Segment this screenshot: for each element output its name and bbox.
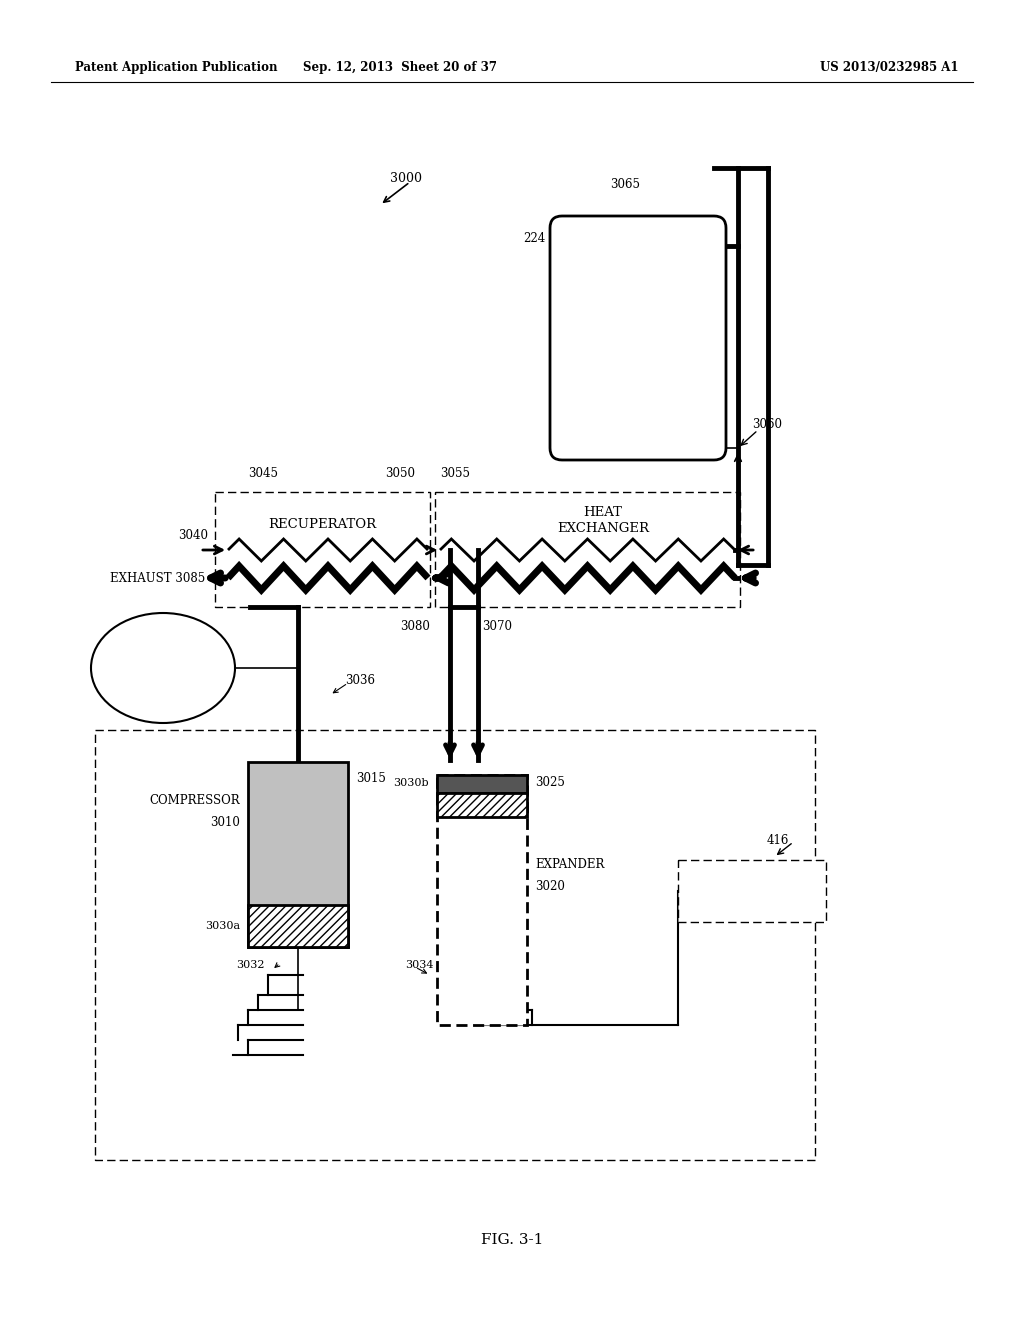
Bar — [215, 492, 430, 607]
Bar — [437, 775, 527, 1026]
Text: 3005: 3005 — [148, 681, 177, 690]
Text: 3036: 3036 — [345, 673, 375, 686]
Ellipse shape — [91, 612, 234, 723]
Text: 3080: 3080 — [400, 620, 430, 634]
Text: 3020: 3020 — [535, 880, 565, 894]
Text: Patent Application Publication: Patent Application Publication — [75, 62, 278, 74]
Text: 3050: 3050 — [385, 467, 415, 480]
Text: 3060: 3060 — [752, 418, 782, 432]
Text: FIG. 3-1: FIG. 3-1 — [481, 1233, 543, 1247]
Text: 416: 416 — [767, 833, 790, 846]
Text: GENERATOR: GENERATOR — [710, 884, 795, 898]
Text: Sep. 12, 2013  Sheet 20 of 37: Sep. 12, 2013 Sheet 20 of 37 — [303, 62, 497, 74]
Text: 3045: 3045 — [248, 467, 278, 480]
Text: AIR-FUEL: AIR-FUEL — [134, 647, 191, 657]
Text: MIXTURE: MIXTURE — [134, 664, 191, 675]
Bar — [437, 793, 527, 817]
Bar — [435, 492, 740, 607]
Text: 3040: 3040 — [178, 529, 208, 543]
Text: 224: 224 — [522, 231, 545, 244]
Text: 3032: 3032 — [237, 960, 265, 970]
Text: RECUPERATOR: RECUPERATOR — [268, 517, 377, 531]
Bar — [678, 861, 826, 921]
Text: 3034: 3034 — [406, 960, 433, 970]
Bar — [95, 730, 815, 1160]
FancyBboxPatch shape — [550, 216, 726, 459]
Text: 3015: 3015 — [356, 772, 386, 785]
Text: OXIDIZER: OXIDIZER — [598, 331, 678, 345]
Text: 3070: 3070 — [482, 620, 512, 634]
Text: HEAT
EXCHANGER: HEAT EXCHANGER — [557, 506, 649, 535]
Text: 3030a: 3030a — [205, 921, 240, 931]
Text: 3025: 3025 — [535, 776, 565, 789]
Bar — [248, 906, 348, 946]
Text: 3055: 3055 — [440, 467, 470, 480]
Text: US 2013/0232985 A1: US 2013/0232985 A1 — [820, 62, 958, 74]
Bar — [437, 775, 527, 793]
Text: EXHAUST 3085: EXHAUST 3085 — [110, 572, 205, 585]
Text: EXPANDER: EXPANDER — [535, 858, 604, 871]
Text: 3000: 3000 — [390, 172, 422, 185]
Text: 3030b: 3030b — [393, 777, 429, 788]
Bar — [248, 762, 348, 946]
Text: 3065: 3065 — [610, 178, 640, 191]
Text: 3010: 3010 — [210, 816, 240, 829]
Text: COMPRESSOR: COMPRESSOR — [150, 793, 240, 807]
